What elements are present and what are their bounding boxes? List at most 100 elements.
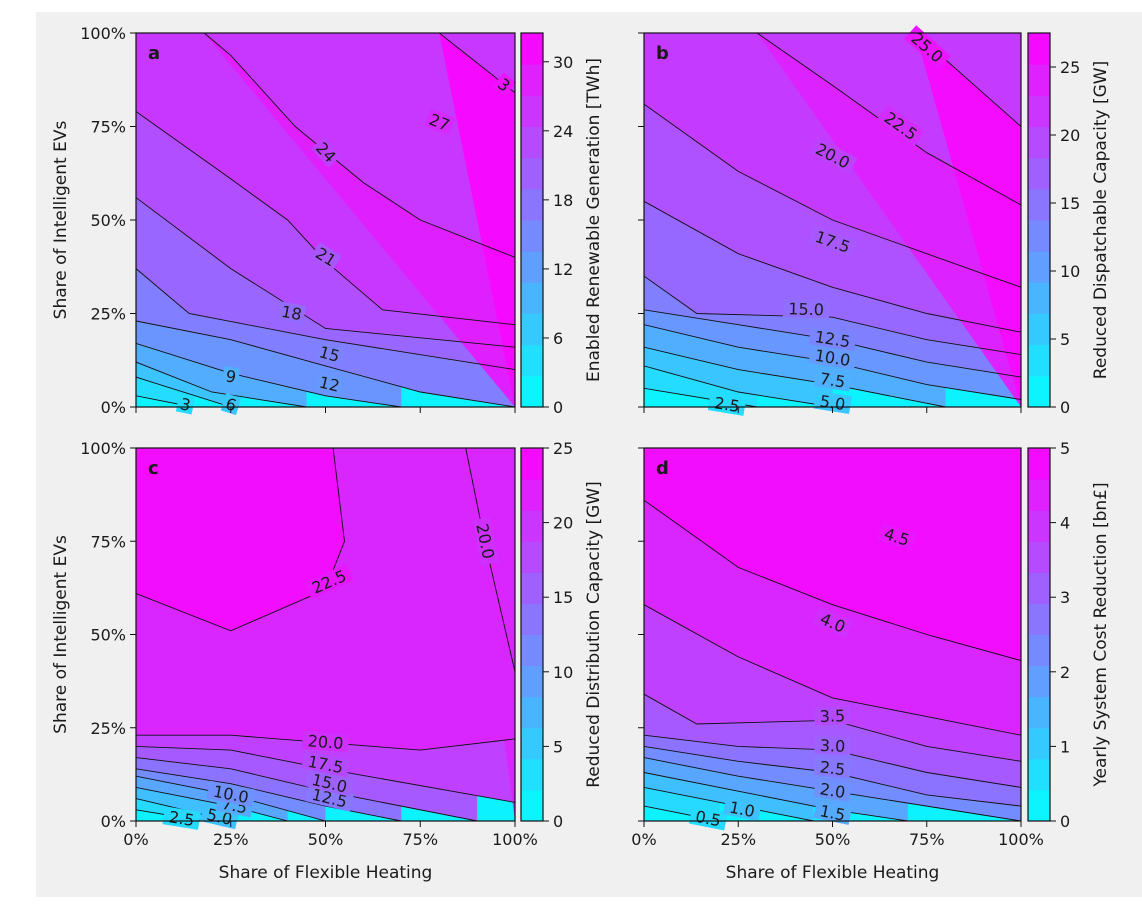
colorbar-segment bbox=[1028, 313, 1050, 346]
x-axis-label: Share of Flexible Heating bbox=[726, 863, 940, 883]
colorbar-segment bbox=[1028, 727, 1050, 760]
colorbar-segment bbox=[521, 541, 543, 573]
colorbar-segment bbox=[521, 572, 543, 604]
filled-regions bbox=[136, 33, 515, 407]
colorbar-tick-label: 10 bbox=[1060, 262, 1080, 281]
x-tick-label: 75% bbox=[402, 830, 438, 849]
colorbar-frame bbox=[520, 32, 544, 408]
contour-label-bg bbox=[472, 516, 500, 566]
contour-label-bg bbox=[304, 563, 354, 599]
y-tick-label: 100% bbox=[80, 439, 126, 458]
contour-label-group: 3 bbox=[492, 72, 517, 97]
contour-label-bg bbox=[782, 299, 830, 319]
colorbar-segment bbox=[1028, 344, 1050, 377]
contour-label-group: 1.0 bbox=[722, 796, 762, 822]
contour-label-bg bbox=[904, 25, 951, 70]
y-tick-label: 0% bbox=[101, 398, 126, 417]
colorbar-segment bbox=[521, 603, 543, 635]
contour-label-bg bbox=[813, 390, 852, 415]
colorbar-tick-label: 0 bbox=[1060, 398, 1070, 417]
region-above-22.5 bbox=[757, 33, 1021, 407]
colorbar-segment bbox=[521, 251, 543, 283]
colorbar-frame bbox=[1027, 447, 1051, 822]
contour-label-bg bbox=[808, 344, 857, 370]
region-above-27 bbox=[204, 33, 515, 407]
contour-line-15 bbox=[136, 757, 478, 821]
contour-label: 2.5 bbox=[713, 393, 741, 416]
contour-label-bg bbox=[277, 301, 307, 324]
colorbar-segment bbox=[521, 448, 543, 480]
contour-label-bg bbox=[813, 778, 852, 802]
contour-line-17.5 bbox=[644, 200, 1021, 333]
colorbar-segment bbox=[1028, 282, 1050, 314]
contour-label-bg bbox=[808, 326, 857, 352]
contour-label: 1.0 bbox=[728, 798, 757, 822]
colorbar-tick-label: 0 bbox=[1060, 812, 1070, 831]
colorbar-segment bbox=[521, 64, 543, 96]
colorbar-tick-label: 15 bbox=[553, 588, 573, 607]
colorbar-segment bbox=[1028, 665, 1050, 698]
x-tick-label: 100% bbox=[998, 830, 1044, 849]
colorbar-segment bbox=[521, 282, 543, 314]
contour-label: 18 bbox=[280, 302, 304, 325]
colorbar-label: Yearly System Cost Reduction [bn£] bbox=[1091, 482, 1111, 787]
contour-line-7.5 bbox=[644, 346, 946, 407]
colorbar-tick-label: 4 bbox=[1060, 514, 1070, 533]
colorbar-segment bbox=[1028, 479, 1050, 511]
contour-label-group: 2.5 bbox=[162, 806, 201, 830]
contour-label: 3 bbox=[179, 394, 193, 415]
panel-c: 2.5 5.07.510.0 12.515.017.520.022.520.00%0… bbox=[51, 439, 604, 883]
colorbar-tick-label: 2 bbox=[1060, 663, 1070, 682]
contour-line-12 bbox=[136, 342, 402, 407]
panel-letter: b bbox=[656, 43, 669, 64]
contour-line-15 bbox=[136, 320, 515, 407]
contour-label-bg bbox=[808, 225, 858, 258]
contour-label-bg bbox=[877, 105, 925, 147]
colorbar: 0 5 10 15 20 25 Reduced Dispatchable Capacity … bbox=[1027, 32, 1111, 417]
contour-label: 12 bbox=[317, 373, 341, 396]
colorbar-segment bbox=[1028, 251, 1050, 283]
y-tick-label: 25% bbox=[90, 719, 126, 738]
contour-label: 15.0 bbox=[788, 299, 824, 319]
colorbar-tick-label: 10 bbox=[553, 663, 573, 682]
colorbar-segment bbox=[1028, 572, 1050, 604]
colorbar-tick-label: 12 bbox=[553, 260, 573, 279]
colorbar-segment bbox=[1028, 758, 1050, 791]
contour-label-bg bbox=[220, 393, 242, 416]
contour-line-21 bbox=[136, 197, 515, 348]
contour-label-bg bbox=[305, 768, 354, 797]
colorbar-segment bbox=[1028, 157, 1050, 190]
colorbar-segment bbox=[521, 157, 543, 190]
contour-label-group: 9 bbox=[221, 365, 241, 387]
colorbar-segment bbox=[1028, 603, 1050, 635]
colorbar-segment bbox=[1028, 33, 1050, 65]
x-tick-label: 75% bbox=[909, 830, 945, 849]
colorbar-segment bbox=[521, 696, 543, 729]
colorbar-segment bbox=[521, 126, 543, 159]
colorbar-tick-label: 6 bbox=[553, 329, 563, 348]
colorbar-segment bbox=[1028, 448, 1050, 480]
colorbar-segment bbox=[521, 375, 543, 408]
y-axis-label: Share of Intelligent EVs bbox=[51, 121, 71, 320]
contour-label-bg bbox=[424, 108, 455, 136]
contour-label-bg bbox=[812, 606, 853, 638]
contour-label-group: 3.0 bbox=[814, 735, 851, 756]
colorbar-label: Reduced Distribution Capacity [GW] bbox=[584, 481, 604, 788]
contour-label-group: 7.5 bbox=[813, 368, 852, 392]
colorbar-segment bbox=[1028, 789, 1050, 822]
y-tick-label: 0% bbox=[101, 812, 126, 831]
colorbar-segment bbox=[521, 33, 543, 65]
panel-letter: d bbox=[656, 458, 669, 479]
x-tick-label: 0% bbox=[123, 830, 148, 849]
contour-label: 2.5 bbox=[167, 807, 195, 830]
contour-label-bg bbox=[310, 136, 342, 168]
colorbar-segment bbox=[521, 758, 543, 791]
colorbar-tick-label: 5 bbox=[1060, 330, 1070, 349]
colorbar-segment bbox=[1028, 126, 1050, 159]
contour-label-group: 2.5 bbox=[813, 756, 852, 779]
contour-label: 3.0 bbox=[819, 736, 845, 756]
x-axis-label: Share of Flexible Heating bbox=[219, 863, 433, 883]
colorbar-tick-label: 18 bbox=[553, 191, 573, 210]
